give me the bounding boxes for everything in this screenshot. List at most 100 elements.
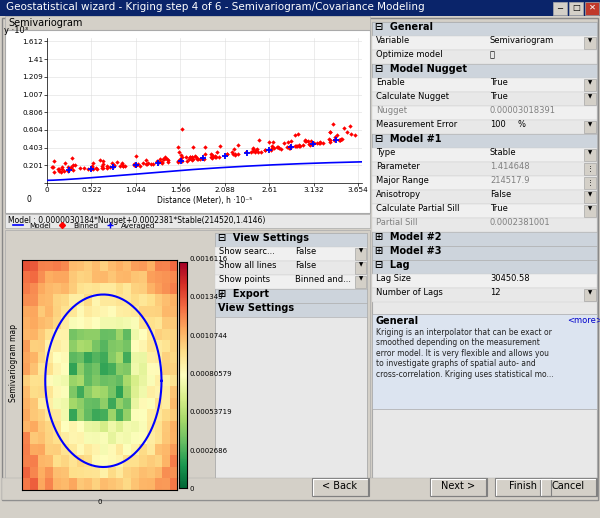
Point <box>129 160 139 168</box>
Text: Type: Type <box>376 148 395 157</box>
Bar <box>540 478 597 496</box>
Point <box>301 137 311 146</box>
Point <box>131 151 141 160</box>
Text: Lag Size: Lag Size <box>376 274 411 283</box>
Point <box>87 162 97 170</box>
Text: Show points: Show points <box>219 275 270 284</box>
Point <box>200 154 209 163</box>
Bar <box>372 148 597 162</box>
Text: 0: 0 <box>189 486 193 492</box>
Point <box>107 159 116 167</box>
Point <box>211 152 220 160</box>
Point <box>272 143 282 151</box>
Point <box>143 160 153 168</box>
Point <box>207 153 217 162</box>
Point <box>155 155 165 164</box>
Point <box>97 164 107 172</box>
Text: Cancel: Cancel <box>551 481 584 491</box>
Bar <box>5 30 370 213</box>
Point <box>66 164 76 172</box>
Point <box>135 162 145 170</box>
Point <box>157 159 167 167</box>
Bar <box>372 50 597 64</box>
Point <box>53 165 63 174</box>
Point <box>64 163 73 171</box>
Point <box>301 136 310 144</box>
Point <box>294 141 304 149</box>
Text: ▼: ▼ <box>588 290 592 295</box>
Bar <box>5 16 370 30</box>
Point <box>60 159 70 167</box>
Bar <box>355 248 366 260</box>
Point <box>324 135 334 143</box>
Bar <box>355 262 366 274</box>
Bar <box>569 2 583 15</box>
Bar <box>584 163 596 175</box>
Text: 0: 0 <box>26 195 31 204</box>
Point <box>228 150 238 158</box>
Text: ▼: ▼ <box>588 150 592 155</box>
Bar <box>372 288 597 302</box>
Point <box>109 163 118 171</box>
Text: False: False <box>295 261 316 270</box>
Point <box>254 136 264 144</box>
Text: 0.0002381001: 0.0002381001 <box>490 218 551 227</box>
Point <box>253 146 262 154</box>
Text: ⊞  Model #2: ⊞ Model #2 <box>375 232 442 242</box>
Text: <more>: <more> <box>567 316 600 325</box>
Point <box>290 141 300 150</box>
Point <box>230 151 240 160</box>
Point <box>294 142 304 151</box>
Point <box>200 142 210 151</box>
Bar <box>372 176 597 190</box>
Point <box>112 158 121 166</box>
Point <box>56 167 65 176</box>
Point <box>274 143 283 152</box>
Point <box>307 137 316 145</box>
Point <box>325 128 335 137</box>
Point <box>331 136 340 144</box>
Point <box>131 161 141 169</box>
Point <box>68 154 77 162</box>
Point <box>207 153 217 162</box>
Point <box>70 161 79 169</box>
Point <box>290 131 300 139</box>
Point <box>246 148 256 156</box>
Point <box>284 144 293 152</box>
Bar <box>372 36 597 50</box>
Point <box>220 152 230 160</box>
Bar <box>215 233 367 496</box>
Point <box>188 143 198 151</box>
Text: View Settings: View Settings <box>218 303 294 313</box>
Point <box>130 161 139 169</box>
Point <box>215 141 224 150</box>
Point <box>49 163 58 171</box>
Text: Major Range: Major Range <box>376 176 429 185</box>
Text: 100: 100 <box>490 120 506 129</box>
Point <box>158 154 168 163</box>
Point <box>54 167 64 176</box>
Point <box>155 158 164 166</box>
Text: ⓘ: ⓘ <box>490 50 495 59</box>
Bar <box>372 274 597 288</box>
Text: 0.0010744: 0.0010744 <box>189 333 227 339</box>
Point <box>197 154 206 162</box>
Text: Stable: Stable <box>490 148 517 157</box>
Point <box>334 136 344 144</box>
Point <box>176 151 185 160</box>
Point <box>286 143 295 152</box>
Bar <box>372 246 597 260</box>
Point <box>268 138 278 147</box>
Point <box>233 141 242 150</box>
Point <box>176 156 185 165</box>
Point <box>248 147 258 155</box>
Point <box>173 143 183 151</box>
Bar <box>372 78 597 92</box>
Bar <box>215 233 367 247</box>
Point <box>173 157 182 165</box>
Point <box>328 120 338 128</box>
Text: 0.00080579: 0.00080579 <box>189 371 232 377</box>
Point <box>188 153 197 161</box>
Point <box>215 153 224 161</box>
Text: ▼: ▼ <box>588 38 592 43</box>
